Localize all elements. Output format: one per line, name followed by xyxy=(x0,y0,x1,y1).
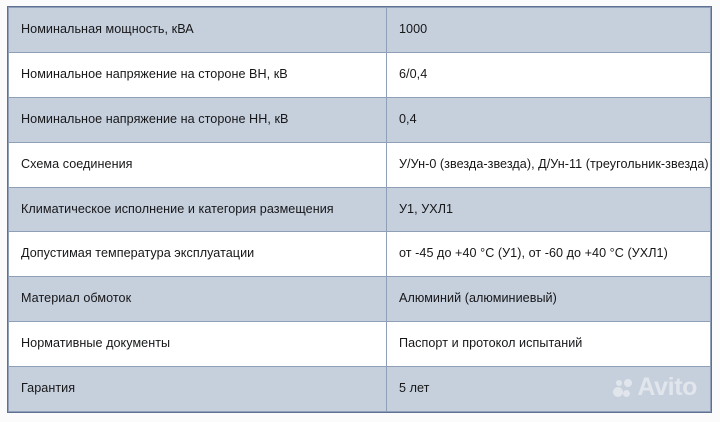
table-cell-value: Паспорт и протокол испытаний xyxy=(386,321,711,367)
table-row: Допустимая температура эксплуатации от -… xyxy=(8,231,711,278)
specification-table-body: Номинальная мощность, кВА 1000 Номинальн… xyxy=(8,7,711,412)
table-row: Номинальное напряжение на стороне ВН, кВ… xyxy=(8,51,711,98)
table-cell-parameter: Номинальная мощность, кВА xyxy=(8,7,387,53)
table-cell-parameter: Нормативные документы xyxy=(8,321,387,367)
table-cell-parameter: Допустимая температура эксплуатации xyxy=(8,231,387,278)
table-cell-value: 0,4 xyxy=(386,96,711,143)
table-row: Номинальная мощность, кВА 1000 xyxy=(8,7,711,53)
table-cell-value: 1000 xyxy=(386,7,711,53)
specification-table: Номинальная мощность, кВА 1000 Номинальн… xyxy=(8,7,711,412)
table-row: Номинальное напряжение на стороне НН, кВ… xyxy=(8,96,711,143)
table-cell-value: У1, УХЛ1 xyxy=(386,186,711,233)
table-row: Гарантия 5 лет xyxy=(8,366,711,412)
table-cell-value: У/Ун-0 (звезда-звезда), Д/Ун-11 (треугол… xyxy=(386,141,711,188)
table-cell-value: Алюминий (алюминиевый) xyxy=(386,276,711,323)
table-row: Материал обмоток Алюминий (алюминиевый) xyxy=(8,276,711,323)
table-row: Нормативные документы Паспорт и протокол… xyxy=(8,321,711,367)
table-cell-value: 6/0,4 xyxy=(386,51,711,98)
table-cell-value: 5 лет xyxy=(386,366,711,412)
table-cell-value: от -45 до +40 °C (У1), от -60 до +40 °C … xyxy=(386,231,711,278)
table-cell-parameter: Материал обмоток xyxy=(8,276,387,323)
specification-table-container: Номинальная мощность, кВА 1000 Номинальн… xyxy=(7,6,712,413)
table-cell-parameter: Номинальное напряжение на стороне НН, кВ xyxy=(8,96,387,143)
table-row: Климатическое исполнение и категория раз… xyxy=(8,186,711,233)
table-cell-parameter: Схема соединения xyxy=(8,141,387,188)
table-cell-parameter: Климатическое исполнение и категория раз… xyxy=(8,186,387,233)
table-cell-parameter: Номинальное напряжение на стороне ВН, кВ xyxy=(8,51,387,98)
table-row: Схема соединения У/Ун-0 (звезда-звезда),… xyxy=(8,141,711,188)
table-cell-parameter: Гарантия xyxy=(8,366,387,412)
